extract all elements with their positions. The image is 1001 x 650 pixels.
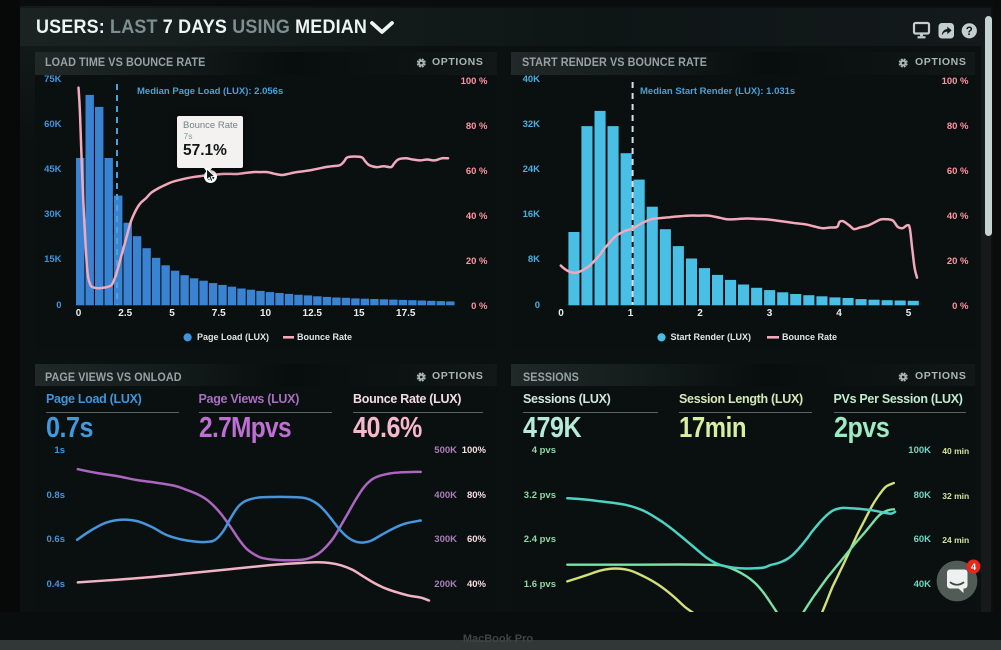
svg-text:?: ? (966, 26, 973, 38)
svg-text:4: 4 (971, 562, 977, 573)
